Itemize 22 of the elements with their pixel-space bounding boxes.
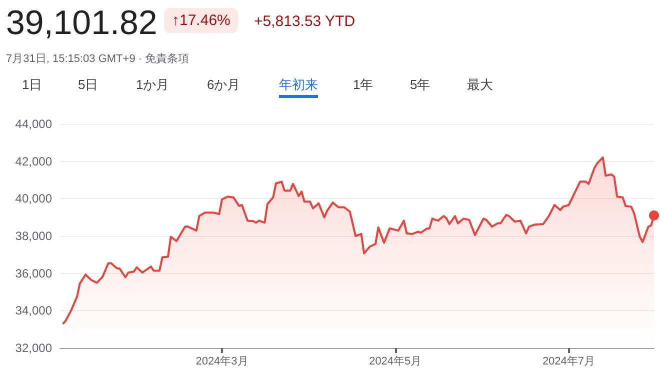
text: 6か月 xyxy=(207,76,240,94)
text: 最大 xyxy=(467,76,493,94)
text: 5日 xyxy=(78,76,98,94)
y-tick-label: 44,000 xyxy=(15,117,52,131)
chart-title: 39,101.82 xyxy=(6,4,158,43)
text: 5年 xyxy=(410,76,430,94)
y-tick-label: 40,000 xyxy=(15,192,52,206)
y-tick-label: 32,000 xyxy=(15,341,52,355)
text: 年初来 xyxy=(279,76,318,98)
text: 1か月 xyxy=(136,76,170,94)
text: 1年 xyxy=(353,76,374,94)
x-tick-label: 2024年7月 xyxy=(542,356,596,368)
text: 7月31日, 15:15:03 GMT+9 · 免責条項 xyxy=(6,52,190,66)
y-tick-label: 42,000 xyxy=(15,154,52,168)
x-tick-label: 2024年3月 xyxy=(196,356,248,368)
text: ↑17.46% xyxy=(164,8,238,33)
text: 1日 xyxy=(22,76,42,94)
y-tick-label: 34,000 xyxy=(15,304,52,318)
x-tick-label: 2024年5月 xyxy=(369,356,422,368)
y-tick-label: 38,000 xyxy=(15,229,52,243)
text: +5,813.53 YTD xyxy=(254,13,356,30)
y-tick-label: 36,000 xyxy=(15,266,52,280)
